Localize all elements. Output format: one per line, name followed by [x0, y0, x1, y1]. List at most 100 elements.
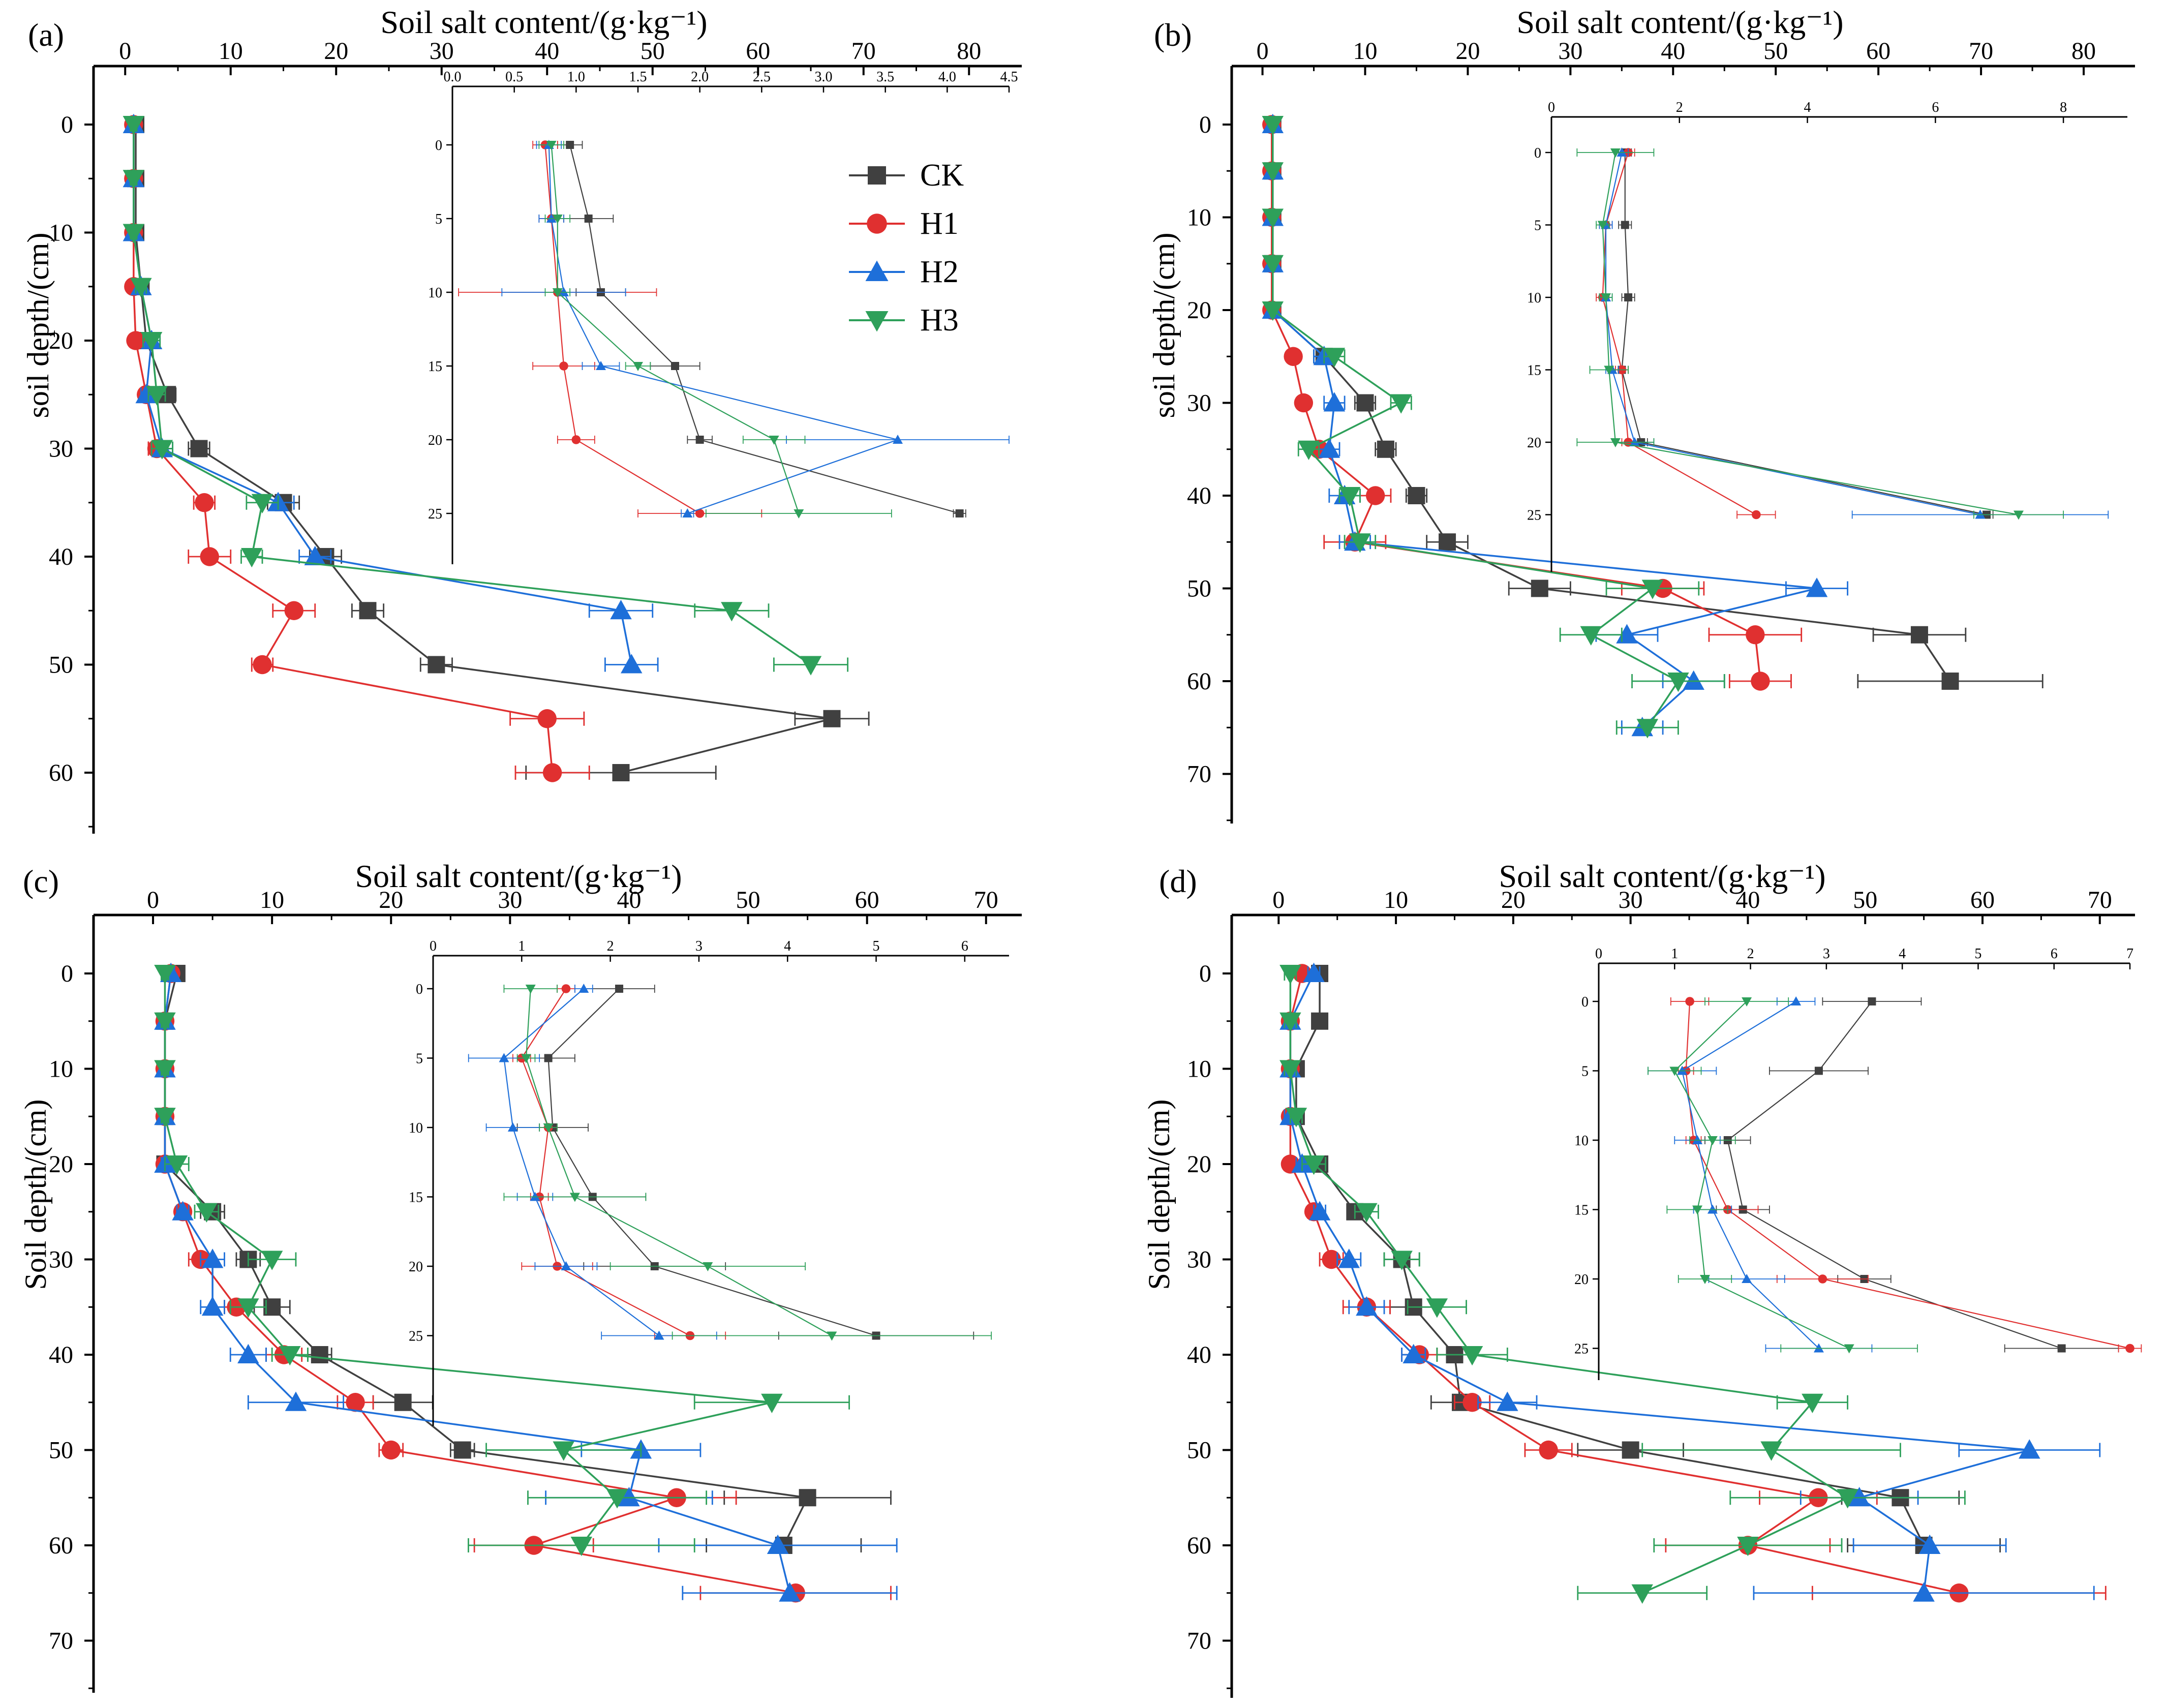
main-point-h3 — [146, 386, 168, 406]
inset-x-tick-label: 2.5 — [753, 69, 771, 85]
main-point-ck — [612, 764, 630, 781]
inset-x-tick-label: 4 — [784, 938, 791, 954]
main-point-h3 — [123, 116, 145, 136]
legend: CK H1 H2 H3 — [849, 158, 964, 338]
main-point-ck — [311, 1346, 328, 1363]
main-point-ck — [359, 602, 377, 620]
main-point-h3 — [1737, 1537, 1759, 1557]
inset-y-tick-label: 20 — [1574, 1272, 1589, 1288]
inset-series-h2 — [1648, 996, 1873, 1353]
inset-point-h1 — [559, 361, 568, 371]
main-point-h3 — [1426, 1298, 1448, 1318]
x-tick-label: 40 — [617, 887, 641, 913]
inset-series-h1 — [1670, 997, 2142, 1353]
inset-line-h1 — [521, 988, 691, 1336]
x-tick-label: 50 — [1853, 887, 1877, 913]
main-line-h3 — [1272, 125, 1680, 728]
inset-point-h2 — [1629, 437, 1640, 446]
main-point-h3 — [1461, 1346, 1483, 1366]
inset-line-h3 — [551, 144, 800, 514]
main-point-h2 — [1913, 1582, 1935, 1602]
inset-series-h1 — [458, 140, 763, 518]
main-point-h3 — [1279, 1060, 1301, 1080]
y-tick-label: 30 — [1187, 1246, 1211, 1273]
inset-series-h3 — [1648, 997, 1918, 1354]
main-point-h3 — [1279, 965, 1301, 985]
x-tick-label: 50 — [736, 887, 760, 913]
main-point-h3 — [1279, 1012, 1301, 1032]
main-point-h3 — [237, 1298, 259, 1318]
main-series-h2 — [1279, 962, 2101, 1602]
inset-chart: 0 1 2 3 4 5 6 7 0 5 10 15 20 25 — [1574, 946, 2142, 1380]
main-point-h1 — [381, 1440, 401, 1460]
x-tick-label: 70 — [974, 887, 998, 913]
y-tick-label: 30 — [49, 436, 73, 463]
main-point-h1 — [284, 601, 303, 620]
main-point-ck — [394, 1393, 412, 1411]
y-tick-label: 40 — [1187, 482, 1211, 509]
inset-chart: 0 1 2 3 4 5 6 0 5 10 15 20 25 — [409, 938, 1009, 1426]
y-tick-label: 0 — [61, 111, 73, 138]
y-tick-label: 0 — [1199, 960, 1211, 987]
main-point-h1 — [1539, 1440, 1558, 1460]
main-point-h1 — [195, 493, 214, 512]
inset-point-h2 — [1742, 1274, 1752, 1283]
x-tick-label: 0 — [1272, 887, 1285, 913]
inset-y-tick-label: 0 — [1534, 145, 1541, 161]
inset-point-h3 — [1601, 293, 1611, 302]
inset-x-tick-label: 6 — [2051, 946, 2058, 962]
main-point-ck — [1439, 533, 1456, 551]
inset-point-h3 — [1604, 365, 1614, 375]
main-point-h2 — [779, 1582, 801, 1602]
inset-x-tick-label: 0.0 — [444, 69, 462, 85]
main-point-h1 — [1284, 347, 1303, 366]
inset-line-h2 — [503, 988, 660, 1336]
inset-point-h2 — [499, 1053, 509, 1062]
main-line-h2 — [164, 973, 791, 1594]
inset-x-tick-label: 3.5 — [876, 69, 894, 85]
y-axis-title: Soil depth/(cm) — [1142, 1100, 1176, 1290]
inset-point-h3 — [525, 985, 536, 994]
inset-point-h3 — [633, 362, 643, 371]
x-tick-label: 40 — [1735, 887, 1760, 913]
y-tick-label: 10 — [1187, 1056, 1211, 1083]
main-point-h3 — [151, 440, 173, 460]
y-tick-label: 10 — [49, 1056, 73, 1083]
inset-point-h1 — [571, 435, 581, 444]
inset-point-h2 — [682, 508, 693, 517]
x-tick-label: 0 — [119, 38, 131, 65]
inset-point-ck — [1868, 997, 1876, 1005]
y-tick-label: 70 — [1187, 1628, 1211, 1655]
main-point-ck — [1941, 673, 1959, 690]
inset-point-h3 — [543, 1123, 554, 1133]
main-series-h1 — [1280, 964, 2107, 1603]
inset-y-tick-label: 20 — [428, 433, 442, 448]
y-tick-label: 50 — [49, 1437, 73, 1464]
y-tick-label: 50 — [49, 652, 73, 679]
main-point-h3 — [251, 494, 273, 513]
main-point-h3 — [123, 224, 145, 243]
inset-point-h2 — [578, 984, 589, 993]
inset-point-h1 — [1818, 1274, 1827, 1284]
main-point-h3 — [1262, 208, 1284, 228]
y-tick-label: 70 — [49, 1628, 73, 1655]
main-point-h3 — [123, 170, 145, 190]
x-tick-label: 10 — [219, 38, 243, 65]
inset-point-h3 — [827, 1331, 837, 1341]
main-point-ck — [428, 656, 445, 674]
inset-point-h3 — [703, 1262, 713, 1271]
y-tick-label: 60 — [49, 1532, 73, 1559]
main-point-h2 — [201, 1248, 224, 1268]
main-point-h3 — [1636, 719, 1659, 739]
inset-series-h1 — [1596, 148, 1776, 520]
main-point-h2 — [618, 1487, 640, 1507]
x-tick-label: 80 — [957, 38, 981, 65]
inset-x-tick-label: 1.5 — [629, 69, 647, 85]
x-tick-label: 60 — [746, 38, 770, 65]
main-point-h2 — [1338, 1248, 1360, 1268]
inset-x-tick-label: 3 — [1823, 946, 1830, 962]
inset-point-h3 — [1700, 1275, 1710, 1284]
main-point-h3 — [1298, 440, 1320, 460]
